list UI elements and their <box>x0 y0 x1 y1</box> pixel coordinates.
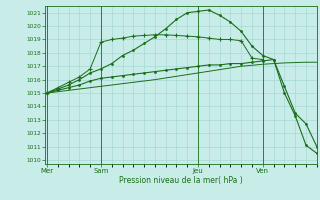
X-axis label: Pression niveau de la mer( hPa ): Pression niveau de la mer( hPa ) <box>119 176 243 185</box>
